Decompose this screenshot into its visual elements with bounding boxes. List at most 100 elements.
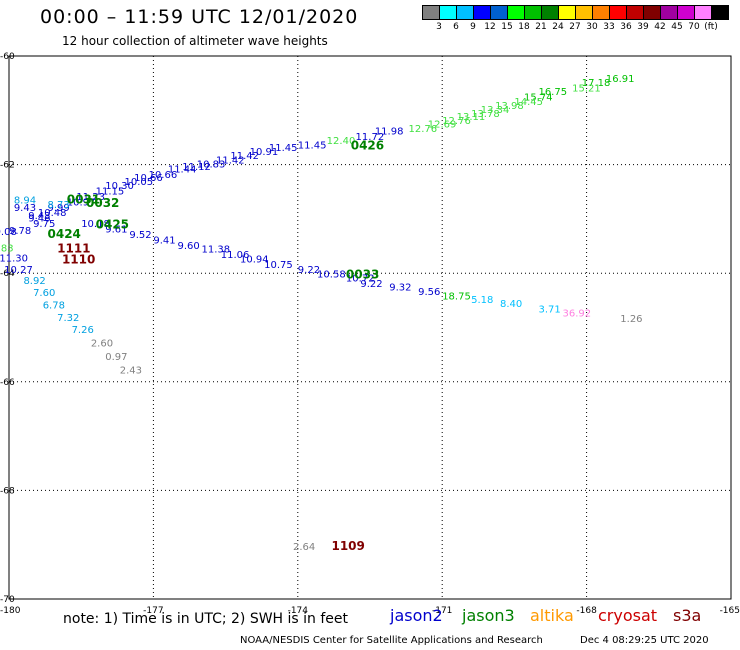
lon-tick-label: -165 (720, 606, 740, 616)
swh-value: 11.42 (230, 151, 259, 162)
swh-value: 9.22 (298, 265, 320, 276)
satellite-altika: altika (530, 606, 574, 625)
scale-label: 33 (603, 22, 615, 32)
swh-value: 1.26 (620, 314, 642, 325)
scale-label: 21 (535, 22, 547, 32)
swh-value: 12.83 (0, 243, 14, 254)
swh-value: 9.08 (0, 227, 17, 238)
page-subtitle: 12 hour collection of altimeter wave hei… (62, 34, 328, 48)
satellite-s3a: s3a (673, 606, 702, 625)
time-label: 1110 (62, 252, 95, 266)
lat-tick-label: -66 (0, 378, 15, 388)
swh-value: 12.76 (442, 116, 471, 127)
satellite-cryosat: cryosat (598, 606, 658, 625)
swh-value: 11.06 (221, 250, 250, 261)
time-label: 0033 (346, 268, 379, 282)
scale-label: 18 (518, 22, 530, 32)
swh-value: 13.11 (457, 112, 486, 123)
lon-tick-label: -177 (143, 606, 163, 616)
swh-value: 2.64 (293, 542, 315, 553)
lat-tick-label: -62 (0, 161, 15, 171)
lat-tick-label: -68 (0, 486, 15, 496)
swh-value: 9.43 (28, 211, 50, 222)
scale-label: (ft) (704, 22, 718, 32)
swh-value: 11.42 (216, 156, 245, 167)
scale-label: 39 (637, 22, 649, 32)
scale-label: 70 (688, 22, 700, 32)
swh-value: 7.26 (72, 325, 94, 336)
scale-label: 3 (436, 22, 442, 32)
swh-value: 10.48 (38, 208, 67, 219)
scale-label: 15 (501, 22, 513, 32)
page-title: 00:00 – 11:59 UTC 12/01/2020 (40, 6, 359, 28)
swh-value: 11.45 (298, 140, 327, 151)
swh-value: 9.61 (105, 224, 127, 235)
swh-value: 10.18 (81, 219, 110, 230)
swh-value: 7.60 (33, 288, 55, 299)
swh-value: 10.72 (346, 273, 375, 284)
swh-value: 11.38 (202, 245, 231, 256)
footer-note: note: 1) Time is in UTC; 2) SWH is in fe… (63, 611, 349, 627)
grid-lines (9, 56, 731, 599)
swh-value: 10.97 (67, 197, 96, 208)
swh-value: 9.22 (360, 279, 382, 290)
plot-border (8, 55, 732, 600)
scale-label: 30 (586, 22, 598, 32)
swh-value: 11.15 (96, 186, 125, 197)
swh-value: 10.83 (197, 159, 226, 170)
swh-value: 10.94 (240, 254, 269, 265)
swh-value: 15.21 (572, 83, 601, 94)
lon-tick-label: -171 (432, 606, 452, 616)
swh-value: 9.43 (14, 203, 36, 214)
swh-value: 11.23 (76, 192, 105, 203)
swh-value: 14.45 (514, 97, 543, 108)
swh-value: 9.46 (28, 214, 50, 225)
satellite-jason2: jason2 (390, 606, 443, 625)
swh-value: 12.40 (327, 136, 356, 147)
swh-value: 2.60 (91, 339, 113, 350)
swh-value: 13.34 (481, 105, 510, 116)
swh-value: 5.18 (471, 295, 493, 306)
time-label: 0426 (351, 138, 384, 152)
lat-tick-label: -60 (0, 52, 15, 62)
swh-value: 16.91 (606, 74, 635, 85)
swh-value: 9.75 (33, 219, 55, 230)
swh-value: 9.41 (153, 235, 175, 246)
swh-value: 11.12 (182, 162, 211, 173)
time-label: 0031 (67, 193, 100, 207)
swh-value: 9.52 (129, 230, 151, 241)
scale-label: 9 (470, 22, 476, 32)
time-label: 1109 (331, 539, 364, 553)
lon-tick-label: -168 (576, 606, 597, 616)
scale-label: 6 (453, 22, 459, 32)
lat-tick-label: -70 (0, 595, 15, 605)
swh-value: 0.97 (105, 352, 127, 363)
swh-value: 11.72 (356, 132, 385, 143)
swh-value: 8.73 (48, 200, 70, 211)
swh-value: 10.66 (134, 173, 163, 184)
axis-ticks: -180 -177 -174 -171 -168 -165 -60 -62 -64 -66 -68 -… (0, 52, 740, 616)
generated-timestamp: Dec 4 08:29:25 UTC 2020 (580, 635, 709, 646)
swh-value: 10.58 (317, 270, 346, 281)
swh-value: 3.71 (538, 304, 560, 315)
swh-value: 6.78 (43, 300, 65, 311)
time-label: 0032 (86, 196, 119, 210)
scale-label: 24 (552, 22, 564, 32)
swh-value: 8.40 (500, 299, 522, 310)
swh-value: 9.78 (9, 226, 31, 237)
credit-text: NOAA/NESDIS Center for Satellite Applica… (240, 635, 543, 646)
swh-value: 9.60 (177, 241, 199, 252)
scale-swatch (711, 5, 729, 20)
swh-value: 11.44 (168, 165, 197, 176)
swh-value: 10.75 (264, 260, 293, 271)
swh-value: 18.75 (442, 291, 471, 302)
scale-label: 45 (671, 22, 683, 32)
time-label: 1111 (57, 242, 90, 256)
swh-value: 9.99 (48, 203, 70, 214)
swh-value: 7.32 (57, 313, 79, 324)
swh-value: 15.74 (524, 93, 553, 104)
swh-value: 9.32 (389, 283, 411, 294)
swh-value: 13.98 (495, 101, 524, 112)
